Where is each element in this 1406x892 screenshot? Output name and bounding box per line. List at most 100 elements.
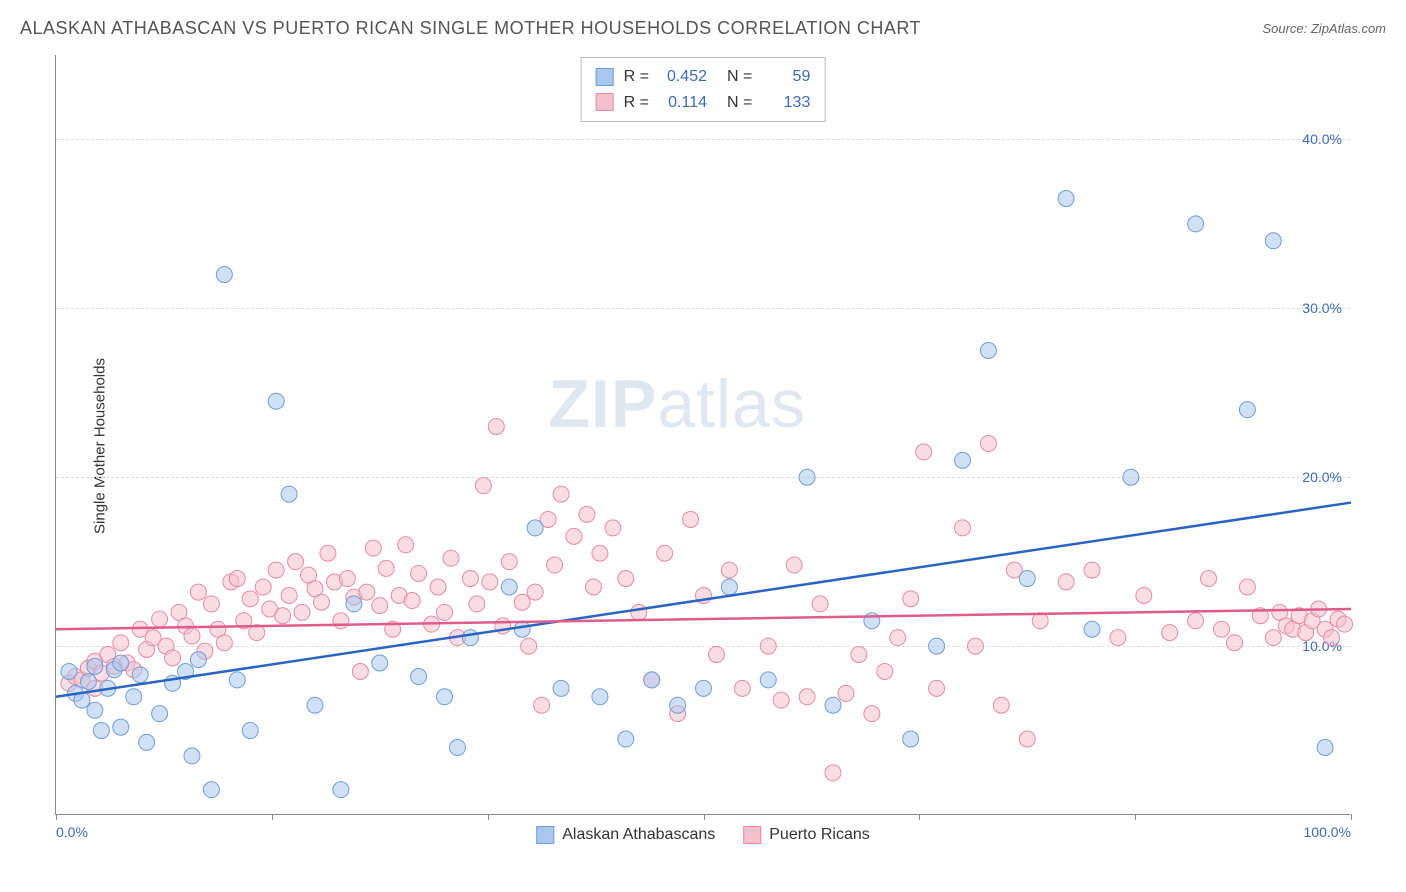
scatter-point	[1032, 613, 1048, 629]
scatter-point	[307, 697, 323, 713]
scatter-point	[320, 545, 336, 561]
scatter-point	[618, 571, 634, 587]
scatter-point	[469, 596, 485, 612]
scatter-point	[411, 669, 427, 685]
bottom-legend: Alaskan Athabascans Puerto Ricans	[536, 826, 870, 844]
xtick	[272, 814, 273, 820]
scatter-point	[825, 697, 841, 713]
scatter-point	[1265, 233, 1281, 249]
legend-swatch-0	[536, 826, 554, 844]
scatter-point	[1123, 469, 1139, 485]
scatter-point	[501, 554, 517, 570]
scatter-point	[773, 692, 789, 708]
scatter-point	[1317, 739, 1333, 755]
scatter-point	[488, 419, 504, 435]
swatch-series-0	[596, 68, 614, 86]
n-prefix-0: N =	[727, 64, 752, 90]
xtick-label: 100.0%	[1304, 824, 1351, 840]
scatter-point	[1110, 630, 1126, 646]
header-row: ALASKAN ATHABASCAN VS PUERTO RICAN SINGL…	[20, 18, 1386, 39]
scatter-point	[760, 672, 776, 688]
scatter-point	[514, 594, 530, 610]
scatter-point	[268, 562, 284, 578]
scatter-point	[443, 550, 459, 566]
r-prefix-1: R =	[624, 90, 649, 116]
scatter-point	[585, 579, 601, 595]
stats-legend: R = 0.452 N = 59 R = 0.114 N = 133	[581, 57, 826, 122]
scatter-point	[184, 628, 200, 644]
scatter-point	[631, 604, 647, 620]
scatter-point	[553, 680, 569, 696]
xtick	[1135, 814, 1136, 820]
scatter-point	[87, 658, 103, 674]
scatter-point	[288, 554, 304, 570]
scatter-point	[734, 680, 750, 696]
scatter-point	[903, 591, 919, 607]
scatter-point	[1214, 621, 1230, 637]
scatter-point	[93, 723, 109, 739]
scatter-point	[553, 486, 569, 502]
plot-area: ZIPatlas 10.0%20.0%30.0%40.0% R = 0.452 …	[55, 55, 1350, 815]
scatter-point	[359, 584, 375, 600]
scatter-point	[890, 630, 906, 646]
scatter-point	[255, 579, 271, 595]
scatter-point	[980, 435, 996, 451]
scatter-point	[993, 697, 1009, 713]
scatter-point	[696, 680, 712, 696]
scatter-point	[126, 689, 142, 705]
scatter-point	[799, 689, 815, 705]
legend-swatch-1	[743, 826, 761, 844]
scatter-point	[242, 591, 258, 607]
scatter-point	[618, 731, 634, 747]
scatter-point	[566, 528, 582, 544]
scatter-point	[1058, 574, 1074, 590]
scatter-point	[475, 478, 491, 494]
source-label: Source: ZipAtlas.com	[1262, 21, 1386, 36]
scatter-point	[1084, 562, 1100, 578]
n-prefix-1: N =	[727, 90, 752, 116]
scatter-point	[760, 638, 776, 654]
scatter-point	[1239, 402, 1255, 418]
scatter-point	[281, 486, 297, 502]
scatter-point	[346, 596, 362, 612]
scatter-point	[605, 520, 621, 536]
scatter-point	[1226, 635, 1242, 651]
scatter-point	[514, 621, 530, 637]
scatter-point	[203, 782, 219, 798]
scatter-point	[229, 672, 245, 688]
scatter-point	[437, 604, 453, 620]
scatter-point	[799, 469, 815, 485]
scatter-point	[1324, 630, 1340, 646]
scatter-point	[333, 782, 349, 798]
scatter-point	[482, 574, 498, 590]
scatter-point	[139, 734, 155, 750]
scatter-point	[1239, 579, 1255, 595]
scatter-point	[1265, 630, 1281, 646]
scatter-point	[242, 723, 258, 739]
scatter-point	[1019, 731, 1035, 747]
scatter-point	[430, 579, 446, 595]
scatter-point	[132, 667, 148, 683]
scatter-point	[1201, 571, 1217, 587]
scatter-point	[365, 540, 381, 556]
stats-row-1: R = 0.114 N = 133	[596, 90, 811, 116]
n-value-0: 59	[762, 64, 810, 90]
legend-label-0: Alaskan Athabascans	[562, 826, 715, 844]
scatter-point	[670, 697, 686, 713]
scatter-point	[190, 584, 206, 600]
r-prefix-0: R =	[624, 64, 649, 90]
scatter-point	[657, 545, 673, 561]
scatter-point	[462, 571, 478, 587]
scatter-point	[838, 685, 854, 701]
r-value-1: 0.114	[659, 90, 707, 116]
scatter-point	[449, 739, 465, 755]
scatter-point	[592, 545, 608, 561]
scatter-point	[851, 647, 867, 663]
scatter-point	[501, 579, 517, 595]
scatter-point	[521, 638, 537, 654]
scatter-point	[929, 680, 945, 696]
scatter-point	[80, 674, 96, 690]
scatter-point	[547, 557, 563, 573]
scatter-point	[1188, 216, 1204, 232]
scatter-point	[683, 511, 699, 527]
